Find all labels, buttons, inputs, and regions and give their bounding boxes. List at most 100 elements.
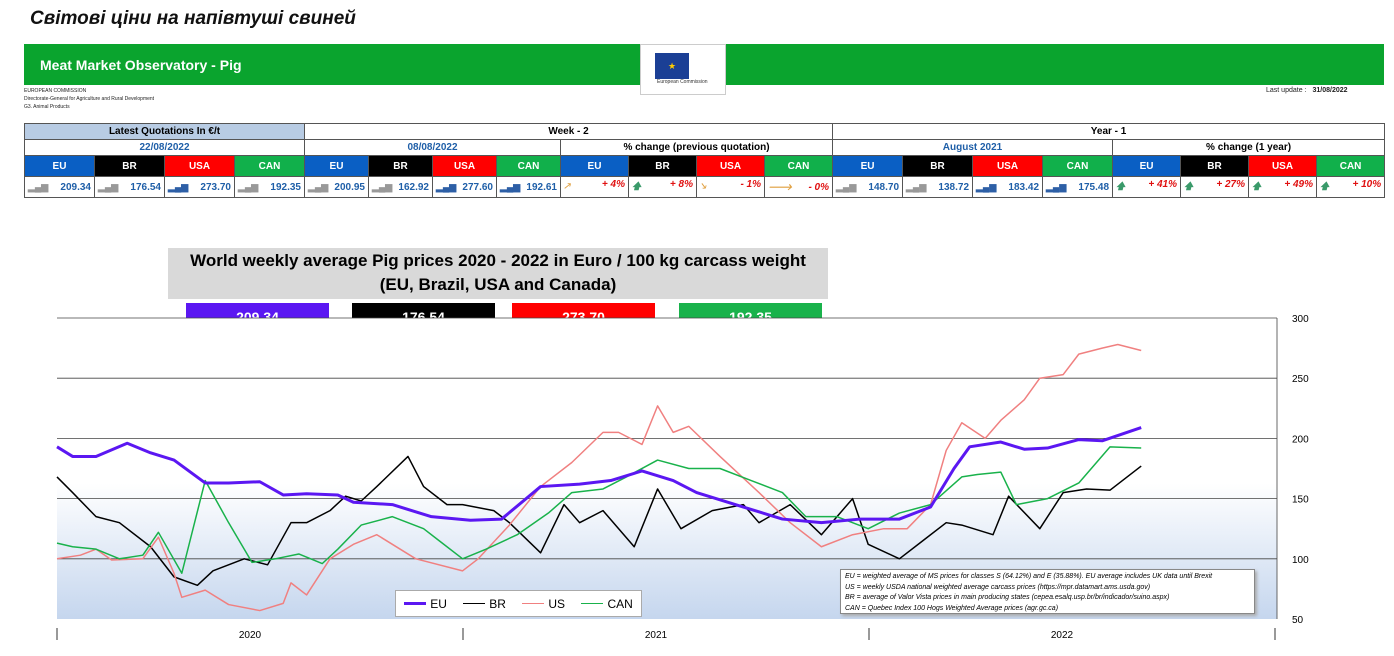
note: US = weekly USDA national weighted avera…: [845, 583, 1151, 591]
eu-flag-icon: ★: [655, 53, 689, 79]
cell-value: + 27%: [1216, 179, 1246, 190]
cell-value: 200.95: [334, 181, 365, 193]
year-pct-can: 🡅 + 10%: [1316, 176, 1386, 198]
legend-label: EU: [430, 596, 447, 611]
week-pct-usa: 🡖 - 1%: [696, 176, 765, 198]
year-pct-br: 🡅 + 27%: [1180, 176, 1250, 198]
cell-value: + 4%: [601, 179, 625, 190]
cell-value: + 49%: [1284, 179, 1314, 190]
legend-br: BR: [463, 597, 506, 611]
signal-bars-icon: ▂▄▆: [500, 181, 521, 192]
week-usa: ▂▄▆ 277.60: [432, 176, 497, 198]
last-update: Last update : 31/08/2022: [1266, 87, 1348, 94]
latest-usa: ▂▄▆ 273.70: [164, 176, 235, 198]
region-header-eu: EU: [832, 155, 904, 177]
region-header-eu: EU: [560, 155, 629, 177]
signal-bars-icon: ▂▄▆: [436, 181, 457, 192]
signal-bars-icon: ▂▄▆: [372, 181, 393, 192]
week-pct-can: 🡒 - 0%: [763, 176, 834, 198]
logo-text: European Commission: [657, 79, 708, 85]
year-can: ▂▄▆ 175.48: [1042, 176, 1114, 198]
chart-notes: EU = weighted average of MS prices for c…: [840, 569, 1255, 614]
last-update-date: 31/08/2022: [1312, 87, 1348, 94]
year-usa: ▂▄▆ 183.42: [972, 176, 1044, 198]
cell-value: 277.60: [462, 181, 493, 193]
cell-value: 176.54: [130, 181, 161, 193]
series-line-can: [56, 446, 1142, 574]
note: EU = weighted average of MS prices for c…: [845, 573, 1213, 580]
cell-value: - 0%: [808, 181, 830, 193]
note: CAN = Quebec Index 100 Hogs Weighted Ave…: [845, 604, 1059, 612]
latest-header: Latest Quotations In €/t: [24, 123, 305, 140]
cell-value: 162.92: [398, 181, 429, 193]
arrow-down-right-icon: 🡖: [700, 181, 706, 191]
y-tick-label: 300: [1292, 314, 1309, 325]
region-header-can: CAN: [763, 155, 834, 177]
legend-us: US: [522, 597, 565, 611]
arrow-right-icon: 🡒: [768, 181, 793, 192]
region-header-can: CAN: [496, 155, 561, 177]
arrow-up-icon: 🡅: [1184, 181, 1194, 191]
signal-bars-icon: ▂▄▆: [238, 181, 259, 192]
org-line: G3. Animal Products: [24, 104, 70, 110]
banner-title: Meat Market Observatory - Pig: [40, 57, 242, 73]
region-header-br: BR: [94, 155, 165, 177]
legend-can: CAN: [581, 596, 633, 611]
region-header-usa: USA: [164, 155, 235, 177]
region-header-can: CAN: [1042, 155, 1114, 177]
quotations-table: Latest Quotations In €/t Week - 2 Year - 1…: [24, 123, 1386, 198]
week-can: ▂▄▆ 192.61: [496, 176, 561, 198]
signal-bars-icon: ▂▄▆: [836, 181, 857, 192]
last-update-label: Last update :: [1266, 87, 1307, 94]
cell-value: + 8%: [669, 179, 693, 190]
plot-area: [57, 318, 1277, 619]
cell-value: 175.48: [1078, 181, 1110, 193]
cell-value: 148.70: [868, 181, 900, 193]
arrow-up-icon: 🡕: [564, 181, 570, 191]
legend-label: CAN: [607, 596, 633, 611]
series-line-us: [56, 343, 1142, 612]
arrow-up-icon: 🡅: [1116, 181, 1126, 191]
chart-legend: EU BR US CAN: [395, 590, 642, 617]
x-tick-label: 2021: [645, 630, 668, 641]
x-tick-label: 2020: [239, 630, 262, 641]
y-tick-label: 200: [1292, 434, 1309, 445]
arrow-up-icon: 🡅: [1252, 181, 1262, 191]
signal-bars-icon: ▂▄▆: [976, 181, 997, 192]
region-header-eu: EU: [304, 155, 369, 177]
x-tick-label: 2022: [1051, 630, 1074, 641]
signal-bars-icon: ▂▄▆: [906, 181, 927, 192]
chart-title: World weekly average Pig prices 2020 - 2…: [190, 251, 806, 270]
signal-bars-icon: ▂▄▆: [28, 181, 49, 192]
region-header-usa: USA: [1248, 155, 1318, 177]
y-tick-label: 250: [1292, 374, 1309, 385]
note: BR = average of Valor Vista prices in ma…: [845, 594, 1170, 601]
region-header-br: BR: [368, 155, 433, 177]
cell-value: 192.35: [270, 181, 301, 193]
cell-value: + 10%: [1352, 179, 1382, 190]
y-tick-label: 150: [1292, 495, 1309, 506]
week-eu: ▂▄▆ 200.95: [304, 176, 369, 198]
latest-can: ▂▄▆ 192.35: [234, 176, 305, 198]
latest-eu: ▂▄▆ 209.34: [24, 176, 95, 198]
region-header-can: CAN: [234, 155, 305, 177]
series-line-br: [56, 455, 1142, 587]
org-line: Directorate-General for Agriculture and …: [24, 96, 155, 102]
year-pct-usa: 🡅 + 49%: [1248, 176, 1318, 198]
arrow-up-icon: 🡅: [632, 181, 642, 191]
chart-subtitle: (EU, Brazil, USA and Canada): [379, 275, 617, 294]
cell-value: 183.42: [1008, 181, 1040, 193]
cell-value: 209.34: [60, 181, 91, 193]
series-line-eu: [56, 426, 1142, 525]
legend-label: US: [548, 596, 566, 611]
region-header-usa: USA: [972, 155, 1044, 177]
ec-logo: ★ European Commission: [640, 44, 726, 95]
cell-value: 273.70: [200, 181, 231, 193]
y-tick-label: 50: [1292, 615, 1304, 626]
region-header-usa: USA: [696, 155, 765, 177]
signal-bars-icon: ▂▄▆: [168, 181, 189, 192]
cell-value: + 41%: [1148, 179, 1178, 190]
org-line: EUROPEAN COMMISSION: [24, 88, 87, 94]
chart-title-box: World weekly average Pig prices 2020 - 2…: [168, 248, 828, 299]
